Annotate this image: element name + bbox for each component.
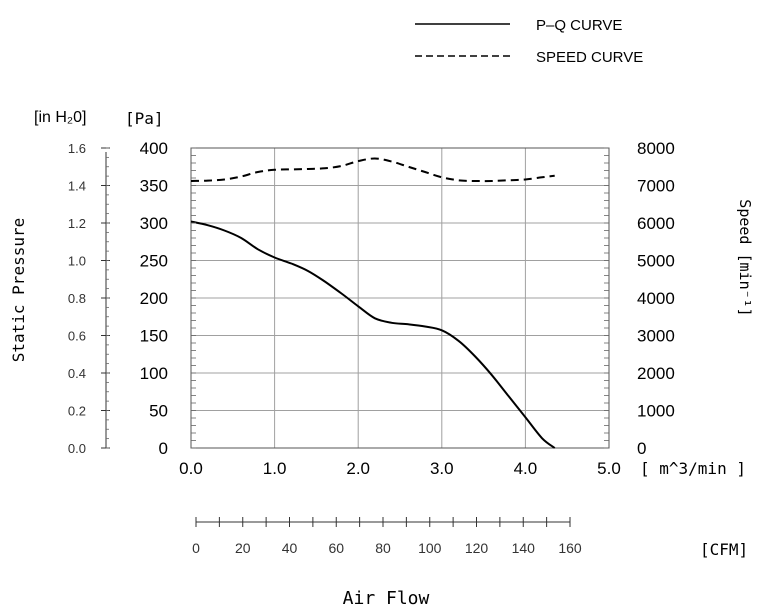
y-tick-label-pa: 100 [140,364,168,383]
cfm-tick-label: 0 [192,540,200,556]
pq-curve-line [190,220,556,449]
grid [190,147,610,449]
axes: 0501001502002503003504000100020003000400… [68,139,675,556]
y-tick-label-speed: 6000 [637,214,675,233]
x-tick-label: 5.0 [597,459,621,478]
y-tick-label-speed: 7000 [637,177,675,196]
y-tick-label-inh2o: 0.8 [68,291,86,306]
y-tick-label-inh2o: 1.4 [68,179,86,194]
y-tick-label-inh2o: 0.0 [68,441,86,456]
cfm-tick-label: 40 [282,540,298,556]
y-tick-label-speed: 3000 [637,327,675,346]
y-tick-label-inh2o: 0.2 [68,404,86,419]
y-tick-label-pa: 200 [140,289,168,308]
left-unit-pa: [Pa] [125,109,164,128]
y-tick-label-pa: 400 [140,139,168,158]
left-axis-title: Static Pressure [9,218,28,363]
y-tick-label-pa: 350 [140,177,168,196]
y-tick-label-inh2o: 1.6 [68,141,86,156]
y-tick-label-speed: 1000 [637,402,675,421]
legend: P–Q CURVE SPEED CURVE [415,17,643,66]
x-axis-title: Air Flow [343,588,430,607]
y-tick-label-inh2o: 0.4 [68,366,86,381]
cfm-tick-label: 160 [558,540,582,556]
cfm-tick-label: 100 [418,540,442,556]
x-unit-m3: [ m^3/min ] [640,459,746,478]
legend-speed-label: SPEED CURVE [536,49,643,66]
cfm-tick-label: 20 [235,540,251,556]
y-tick-label-speed: 0 [637,439,646,458]
cfm-tick-label: 80 [375,540,391,556]
y-tick-label-pa: 50 [149,402,168,421]
legend-pq-label: P–Q CURVE [536,17,622,34]
x-tick-label: 3.0 [430,459,454,478]
x-unit-cfm: [CFM] [700,540,748,559]
y-tick-label-speed: 5000 [637,252,675,271]
y-tick-label-speed: 8000 [637,139,675,158]
y-tick-label-inh2o: 0.6 [68,329,86,344]
y-tick-label-pa: 0 [159,439,168,458]
speed-curve-line [190,157,555,183]
right-axis-title: Speed [min⁻¹] [736,199,754,316]
x-tick-label: 1.0 [263,459,287,478]
y-tick-label-speed: 2000 [637,364,675,383]
x-tick-label: 2.0 [346,459,370,478]
y-tick-label-pa: 250 [140,252,168,271]
cfm-tick-label: 140 [512,540,536,556]
series-layer [190,157,556,449]
cfm-tick-label: 60 [328,540,344,556]
x-tick-label: 0.0 [179,459,203,478]
cfm-tick-label: 120 [465,540,489,556]
left-unit-inh2o: [in H₂0] [34,109,86,126]
y-tick-label-inh2o: 1.2 [68,216,86,231]
y-tick-label-pa: 300 [140,214,168,233]
x-tick-label: 4.0 [514,459,538,478]
y-tick-label-inh2o: 1.0 [68,254,86,269]
y-tick-label-pa: 150 [140,327,168,346]
y-tick-label-speed: 4000 [637,289,675,308]
